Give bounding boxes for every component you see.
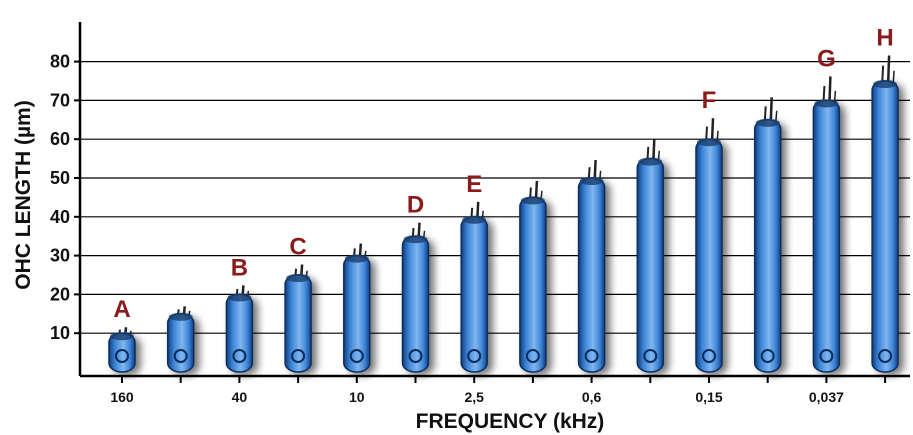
cuticular-plate xyxy=(755,118,780,127)
x-ticks-group: 160 40 10 2,5 0,6 0,15 0,037 xyxy=(110,376,887,405)
bar-body xyxy=(871,80,899,373)
bar xyxy=(636,139,665,373)
bar-body xyxy=(636,157,665,373)
cuticular-plate xyxy=(110,332,134,341)
bar-letter-label: F xyxy=(702,87,717,114)
cuticular-plate xyxy=(873,80,898,88)
cuticular-plate xyxy=(344,254,369,263)
bar-letter-label: D xyxy=(407,192,424,219)
bar-body xyxy=(225,293,254,373)
cuticular-plate xyxy=(403,235,428,244)
cuticular-plate xyxy=(579,177,604,185)
x-tick-label: 0,037 xyxy=(809,389,844,405)
grid-lines xyxy=(80,60,910,334)
bar-body xyxy=(577,177,606,373)
nucleus xyxy=(291,349,306,363)
bar-letter-label: G xyxy=(817,45,836,72)
cuticular-plate xyxy=(286,274,311,282)
bar-letter-label: C xyxy=(289,234,306,261)
y-axis-label: OHC LENGTH (µm) xyxy=(12,100,35,289)
bar xyxy=(812,76,841,373)
bar xyxy=(284,264,312,373)
nucleus xyxy=(584,349,599,363)
y-tick-label: 50 xyxy=(50,168,70,188)
x-tick-label: 0,6 xyxy=(582,389,602,405)
nucleus xyxy=(819,349,834,363)
bar-body xyxy=(812,99,841,373)
nucleus xyxy=(232,349,247,363)
nucleus xyxy=(878,349,893,363)
y-tick-label: 70 xyxy=(50,90,70,110)
bar-letter-label: E xyxy=(466,171,482,198)
y-tick-label: 60 xyxy=(50,129,70,149)
nucleus xyxy=(760,349,775,363)
bar-body xyxy=(284,274,312,373)
x-axis-label: FREQUENCY (kHz) xyxy=(416,410,605,433)
bar xyxy=(225,285,254,373)
x-tick-label: 10 xyxy=(349,389,365,405)
cuticular-plate xyxy=(520,196,545,205)
bars-group xyxy=(108,55,899,373)
y-tick-label: 30 xyxy=(50,246,70,266)
bar-body xyxy=(695,138,723,373)
y-tick-label: 10 xyxy=(50,323,70,343)
bar xyxy=(166,306,195,373)
bar-body xyxy=(166,313,195,373)
x-tick-label: 160 xyxy=(110,389,134,405)
bar xyxy=(460,201,488,373)
bar-letter-label: H xyxy=(876,25,893,52)
nucleus xyxy=(702,349,716,363)
bar xyxy=(401,222,430,373)
nucleus xyxy=(115,349,129,363)
bar-body xyxy=(519,196,547,373)
nucleus xyxy=(643,349,658,363)
x-tick-label: 2,5 xyxy=(464,389,484,405)
bar xyxy=(519,180,547,373)
y-tick-label: 40 xyxy=(50,207,70,227)
nucleus xyxy=(525,349,540,363)
nucleus xyxy=(349,349,364,363)
bar xyxy=(695,118,723,373)
y-tick-label: 20 xyxy=(50,284,70,304)
bar xyxy=(753,97,782,373)
cuticular-plate xyxy=(638,157,663,166)
y-ticks-group: 10 20 30 40 50 60 70 80 xyxy=(50,52,80,343)
bar xyxy=(871,55,899,373)
bar-body xyxy=(343,254,371,373)
nucleus xyxy=(408,349,423,363)
cuticular-plate xyxy=(814,99,839,108)
stereocilia xyxy=(886,55,891,86)
bar xyxy=(108,327,136,373)
cuticular-plate xyxy=(227,293,252,302)
bar-letter-label: B xyxy=(231,254,248,281)
x-tick-label: 40 xyxy=(232,389,248,405)
y-tick-label: 80 xyxy=(50,52,70,72)
bar xyxy=(343,243,371,373)
cuticular-plate xyxy=(168,312,193,321)
bar xyxy=(577,159,606,373)
x-tick-label: 0,15 xyxy=(695,389,722,405)
bar-letters-group: A B C D E F G H xyxy=(113,25,893,324)
bar-body xyxy=(460,216,488,373)
nucleus xyxy=(467,349,482,363)
bar-letter-label: A xyxy=(113,296,130,323)
nucleus xyxy=(173,349,188,363)
cuticular-plate xyxy=(462,215,487,224)
bar-body xyxy=(753,119,782,373)
bar-body xyxy=(401,235,430,373)
cuticular-plate xyxy=(697,138,721,147)
